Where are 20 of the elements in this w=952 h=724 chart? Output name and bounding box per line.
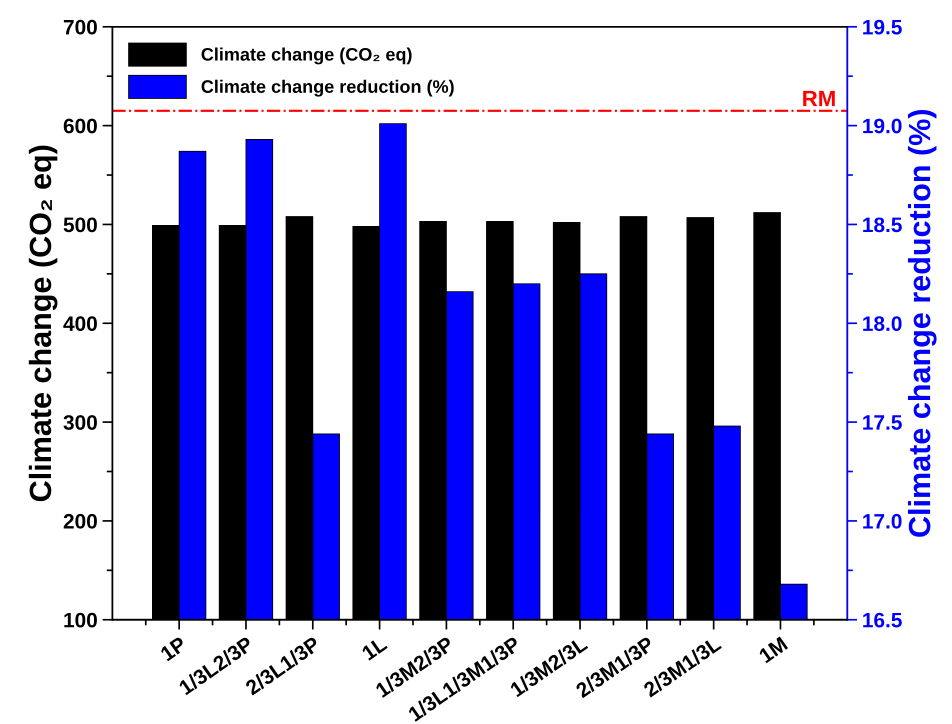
x-tick-label: 1M (758, 636, 788, 664)
y2-tick-label: 19.0 (863, 118, 902, 134)
y2-tick-label: 17.0 (863, 514, 902, 529)
ref-line-label: RM (803, 90, 835, 106)
y2-tick-label: 18.5 (863, 217, 902, 232)
y2-tick-label: 17.5 (863, 415, 902, 430)
y2-tick-label: 18.0 (863, 316, 902, 332)
y-tick-label: 700 (64, 20, 97, 35)
y2-tick-label: 16.5 (863, 612, 902, 628)
y-axis-title: Climate change (CO₂ eq) (28, 146, 58, 502)
y-tick-label: 300 (63, 415, 97, 430)
legend-label: Climate change reduction (%) (202, 80, 454, 97)
legend-label: Climate change (CO₂ eq) (202, 47, 412, 64)
y-tick-label: 400 (63, 316, 97, 332)
y-tick-label: 100 (64, 612, 97, 628)
y-tick-label: 200 (64, 514, 97, 529)
y-tick-label: 600 (64, 118, 97, 134)
y2-tick-label: 19.5 (863, 20, 902, 35)
y2-axis-title: Climate change reduction (%) (908, 110, 937, 537)
y-tick-label: 500 (64, 217, 97, 232)
